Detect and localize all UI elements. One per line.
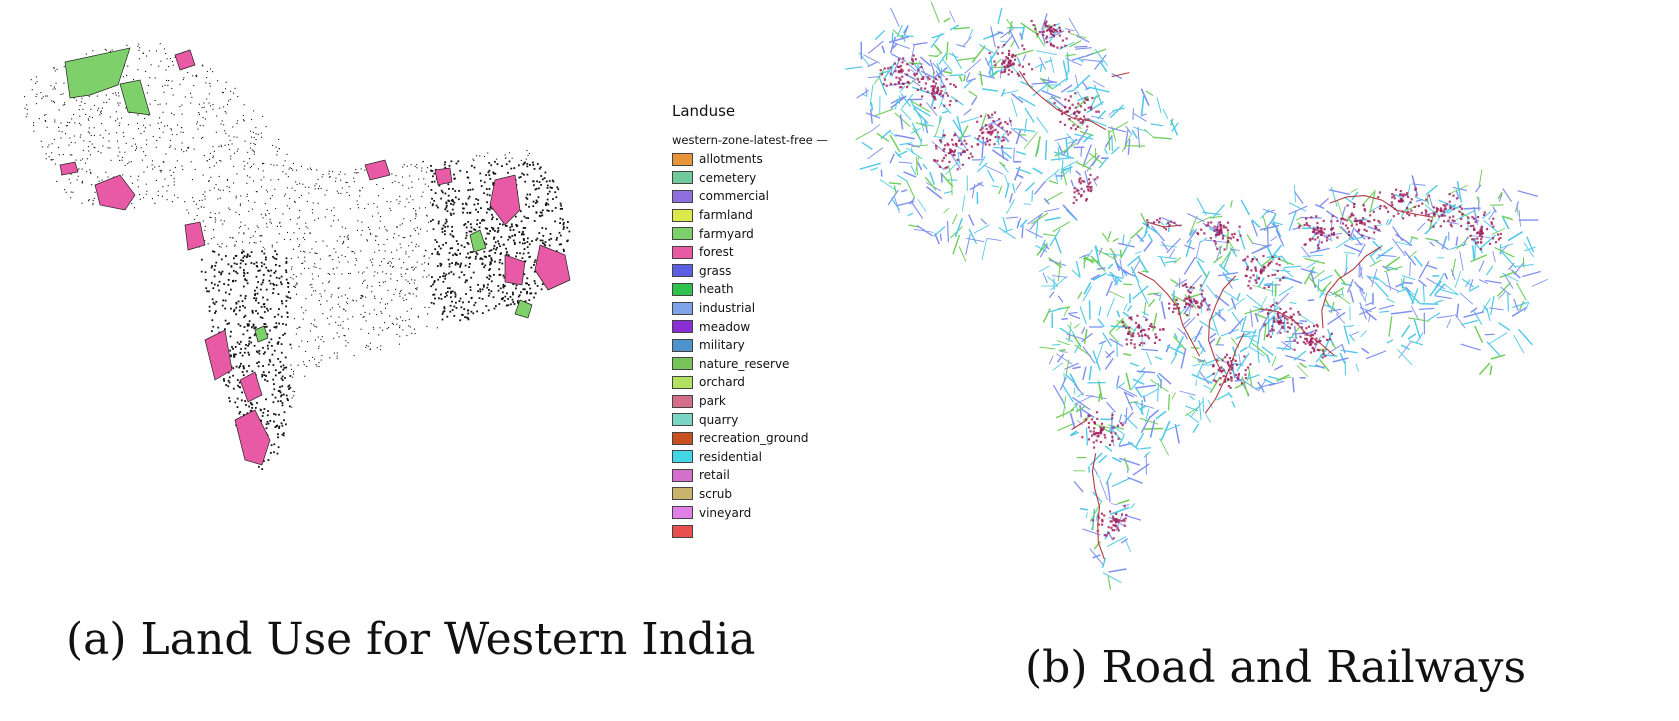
legend-swatch [672, 487, 693, 501]
legend-swatch [672, 450, 693, 464]
legend-label: park [699, 394, 726, 409]
legend-items: allotments cemetery commercial farmland farm… [672, 150, 828, 540]
legend-swatch [672, 227, 693, 241]
legend-item [672, 522, 828, 541]
legend-label: orchard [699, 375, 745, 390]
legend-label: retail [699, 468, 730, 483]
nature-reserve-area [119, 79, 151, 116]
land-use-legend: Landuse western-zone-latest-free — g all… [672, 102, 828, 540]
legend-swatch [672, 245, 693, 259]
legend-swatch [672, 208, 693, 222]
legend-item: residential [672, 448, 828, 467]
legend-swatch [672, 524, 693, 538]
legend-layer-name: western-zone-latest-free — g [672, 133, 828, 147]
legend-item: retail [672, 466, 828, 485]
legend-label: commercial [699, 189, 769, 204]
legend-item: nature_reserve [672, 355, 828, 374]
nature-reserve-area [64, 47, 131, 99]
legend-item: military [672, 336, 828, 355]
legend-item: orchard [672, 373, 828, 392]
legend-label: industrial [699, 301, 756, 316]
forest-area [239, 371, 263, 403]
caption-road-railways: (b) Road and Railways [1025, 642, 1527, 693]
forest-area [94, 174, 136, 211]
road-railway-map [844, 1, 1548, 590]
forest-area [234, 409, 271, 466]
legend-item: quarry [672, 410, 828, 429]
legend-item: cemetery [672, 169, 828, 188]
legend-item: vineyard [672, 503, 828, 522]
legend-label: military [699, 338, 745, 353]
legend-label: residential [699, 449, 762, 464]
legend-label: meadow [699, 319, 751, 334]
legend-swatch [672, 189, 693, 203]
legend-label: allotments [699, 152, 763, 167]
forest-area [174, 49, 196, 71]
legend-swatch [672, 152, 693, 166]
legend-label: grass [699, 263, 732, 278]
land-use-parcels [24, 43, 571, 470]
forest-area [504, 254, 526, 286]
legend-swatch [672, 320, 693, 334]
legend-item: commercial [672, 187, 828, 206]
legend-label: farmyard [699, 226, 754, 241]
legend-swatch [672, 468, 693, 482]
legend-title: Landuse [672, 102, 736, 120]
legend-swatch [672, 394, 693, 408]
nature-reserve-area [469, 229, 487, 253]
forest-area [489, 174, 521, 226]
legend-label: cemetery [699, 170, 757, 185]
legend-label: heath [699, 282, 734, 297]
legend-item: forest [672, 243, 828, 262]
forest-area [434, 167, 453, 186]
forest-area [364, 159, 391, 181]
legend-swatch [672, 264, 693, 278]
land-use-map [24, 43, 571, 470]
legend-label: quarry [699, 412, 739, 427]
legend-swatch [672, 506, 693, 520]
legend-label: forest [699, 245, 734, 260]
forest-area [184, 221, 206, 251]
nature-reserve-area [514, 299, 533, 319]
legend-swatch [672, 338, 693, 352]
legend-label: nature_reserve [699, 356, 790, 371]
forest-area [534, 244, 571, 291]
road-network [844, 1, 1548, 590]
legend-swatch [672, 301, 693, 315]
legend-item: meadow [672, 317, 828, 336]
legend-label: vineyard [699, 505, 752, 520]
legend-swatch [672, 413, 693, 427]
legend-swatch [672, 375, 693, 389]
forest-area [204, 329, 233, 381]
legend-swatch [672, 171, 693, 185]
legend-item: allotments [672, 150, 828, 169]
legend-item: industrial [672, 299, 828, 318]
panel-roads-railways: (b) Road and Railways [840, 0, 1679, 721]
legend-item: scrub [672, 485, 828, 504]
railway-lines [1018, 70, 1433, 560]
nature-reserve-area [254, 325, 269, 343]
caption-land-use: (a) Land Use for Western India [66, 614, 756, 665]
legend-item: recreation_ground [672, 429, 828, 448]
legend-item: park [672, 392, 828, 411]
legend-swatch [672, 282, 693, 296]
legend-label: scrub [699, 486, 733, 501]
urban-areas [879, 19, 1502, 540]
legend-label: recreation_ground [699, 431, 809, 446]
legend-item: grass [672, 262, 828, 281]
legend-item: farmyard [672, 224, 828, 243]
forest-area [59, 161, 79, 176]
legend-swatch [672, 357, 693, 371]
legend-item: heath [672, 280, 828, 299]
panel-land-use: Landuse western-zone-latest-free — g all… [24, 43, 828, 665]
legend-swatch [672, 431, 693, 445]
legend-item: farmland [672, 206, 828, 225]
legend-label: farmland [699, 208, 753, 223]
